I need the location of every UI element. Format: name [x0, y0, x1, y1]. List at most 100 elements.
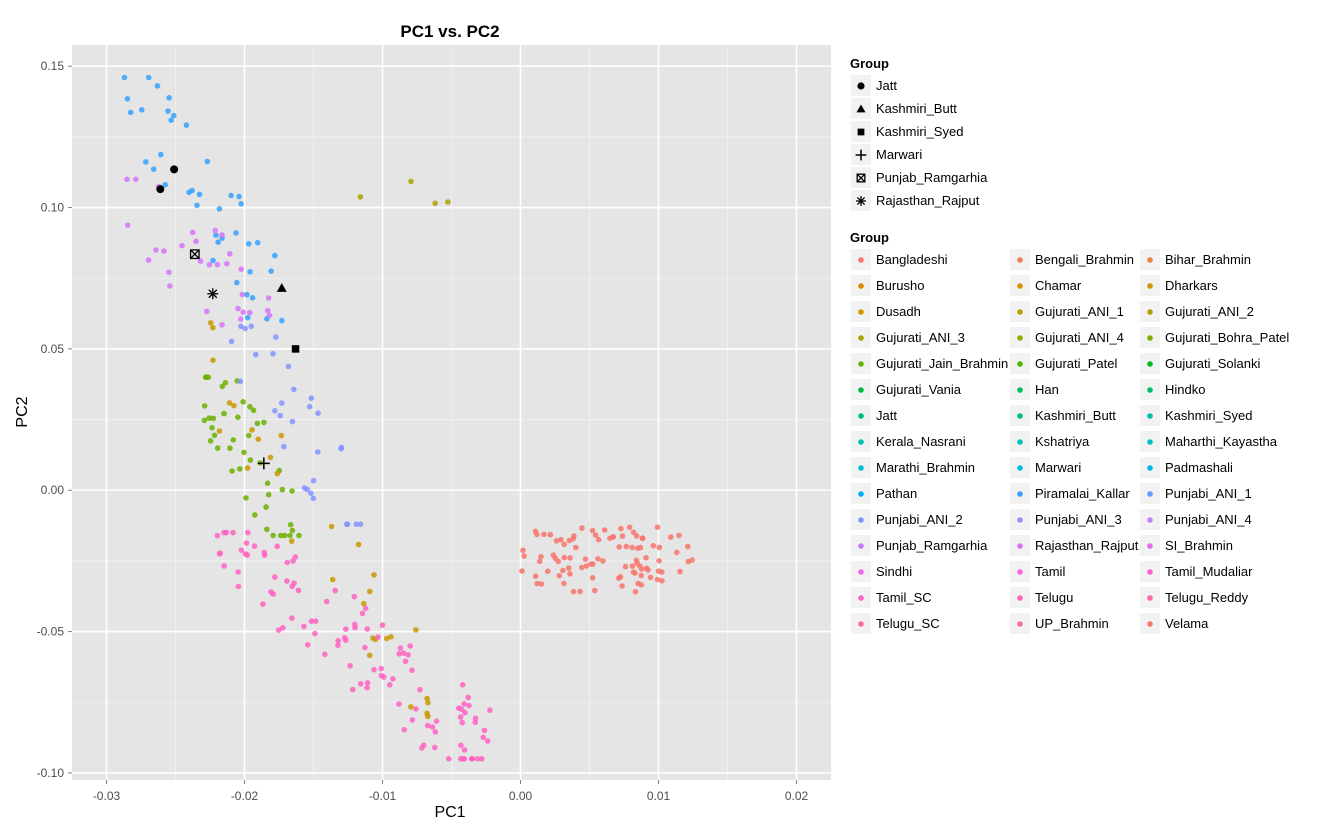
data-point — [685, 543, 691, 550]
data-point — [350, 686, 356, 693]
data-point — [643, 555, 649, 561]
data-point — [143, 159, 149, 165]
data-point — [357, 521, 364, 527]
color-legend-label: Punjabi_ANI_2 — [876, 512, 963, 527]
data-point — [343, 626, 349, 632]
data-point — [364, 680, 371, 686]
circle-marker — [857, 82, 865, 90]
data-point — [595, 556, 601, 562]
data-point — [561, 541, 567, 548]
data-point — [244, 314, 251, 321]
shape-legend-symbol — [857, 128, 865, 136]
data-point — [251, 543, 258, 549]
data-point — [291, 386, 297, 393]
data-point — [626, 524, 633, 531]
data-point — [274, 543, 281, 550]
color-legend-swatch — [1147, 569, 1153, 575]
data-point — [371, 572, 377, 578]
data-point — [521, 553, 527, 559]
data-point — [359, 610, 366, 617]
box-diag-2 — [856, 173, 866, 183]
box-outline — [189, 249, 200, 260]
color-legend-swatch — [1147, 309, 1153, 315]
highlight-markers — [156, 165, 300, 470]
data-point — [284, 578, 290, 584]
data-point — [246, 432, 252, 439]
data-point — [480, 734, 487, 741]
data-point — [280, 625, 286, 631]
data-point — [166, 95, 172, 101]
data-point — [592, 587, 598, 594]
color-legend-label: Bihar_Brahmin — [1165, 252, 1251, 267]
data-point — [171, 112, 177, 119]
data-point — [254, 239, 261, 246]
color-legend-swatch — [1017, 439, 1023, 445]
data-point — [270, 350, 276, 357]
data-point — [315, 410, 321, 417]
highlight-marker-kashmiri-butt — [276, 283, 287, 292]
data-point — [312, 630, 318, 637]
data-point — [541, 531, 547, 538]
data-point — [216, 206, 223, 212]
data-point — [214, 261, 221, 268]
data-point — [519, 568, 525, 574]
data-point — [536, 558, 543, 565]
data-point — [335, 642, 341, 649]
y-axis-title: PC2 — [14, 396, 31, 427]
data-point — [573, 544, 579, 551]
data-point — [338, 444, 345, 451]
color-legend-swatch — [1017, 621, 1023, 627]
data-point — [656, 558, 662, 564]
data-point — [235, 583, 242, 590]
data-point — [219, 383, 226, 390]
data-point — [212, 227, 218, 234]
data-point — [153, 247, 159, 253]
data-point — [579, 525, 585, 531]
data-point — [378, 665, 385, 672]
data-point — [210, 257, 216, 264]
data-point — [261, 419, 267, 426]
data-point — [668, 534, 674, 540]
data-point — [538, 581, 545, 587]
y-tick-label: 0.15 — [41, 59, 65, 73]
color-legend-label: Gujurati_Vania — [876, 382, 962, 397]
data-point — [252, 512, 258, 518]
data-point — [227, 251, 233, 257]
data-point — [332, 587, 339, 594]
data-point — [355, 541, 362, 548]
data-point — [362, 605, 369, 612]
data-point — [417, 686, 423, 693]
data-point — [252, 351, 259, 358]
data-point — [235, 414, 241, 421]
data-point — [659, 578, 665, 584]
data-point — [205, 374, 212, 381]
data-point — [201, 417, 208, 424]
data-point — [397, 645, 404, 651]
shape-legend-symbol — [857, 82, 865, 90]
data-point — [235, 569, 241, 575]
data-point — [233, 230, 239, 236]
data-point — [304, 642, 311, 648]
color-legend-swatch — [1017, 335, 1023, 341]
data-point — [189, 229, 196, 236]
data-point — [139, 107, 145, 113]
data-point — [186, 189, 192, 196]
data-point — [245, 241, 252, 247]
data-point — [221, 563, 227, 569]
data-point — [124, 176, 130, 183]
data-point — [461, 756, 468, 762]
data-point — [335, 637, 342, 644]
data-point — [168, 117, 174, 123]
data-point — [357, 681, 364, 687]
y-tick-label: 0.00 — [41, 483, 65, 497]
data-point — [210, 324, 216, 331]
data-point — [589, 527, 596, 534]
color-legend-swatch — [1017, 361, 1023, 367]
data-point — [630, 529, 637, 536]
data-point — [249, 295, 256, 301]
data-point — [238, 266, 244, 273]
x-tick-label: -0.02 — [231, 789, 259, 803]
data-point — [623, 543, 630, 550]
color-legend-swatch — [858, 595, 864, 601]
data-point — [254, 420, 261, 427]
